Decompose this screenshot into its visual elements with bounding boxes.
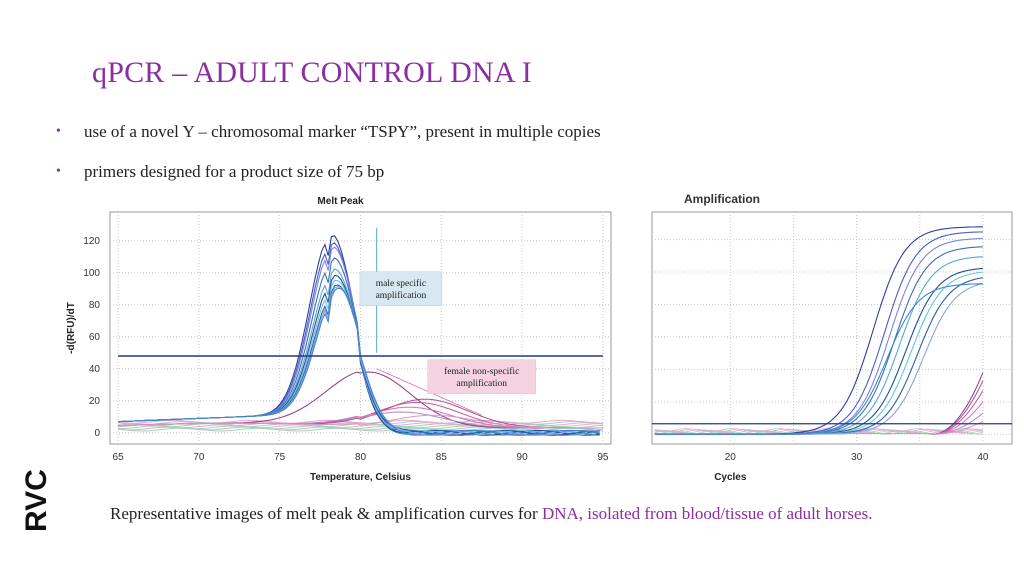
x-axis-label: Cycles xyxy=(714,472,747,483)
x-tick-label: 65 xyxy=(113,452,125,463)
bullet-dot-icon: • xyxy=(56,164,61,179)
x-tick-label: 30 xyxy=(851,452,863,463)
annotation-box xyxy=(359,271,443,307)
plot-area xyxy=(109,211,612,445)
caption-highlight: DNA, isolated from blood/tissue of adult… xyxy=(541,504,873,523)
baseline-trace xyxy=(118,424,603,429)
logo-text: RVC xyxy=(20,469,53,532)
bullet-list: • use of a novel Y – chromosomal marker “… xyxy=(56,118,601,198)
y-tick-label: 20 xyxy=(89,396,101,407)
annotation-box xyxy=(427,359,536,395)
male-melt-curve xyxy=(118,287,600,436)
melt-peak-chart: Melt Peak 65 70 75 80 85 90 95 0 20 40 60 80 100 120 Te… xyxy=(66,196,612,483)
bullet-item: • primers designed for a product size of … xyxy=(56,158,601,198)
annotation-text: male specific xyxy=(376,278,426,289)
y-tick-label: 40 xyxy=(89,364,101,375)
female-melt-curve xyxy=(118,414,603,429)
annotation-text: amplification xyxy=(456,378,507,389)
bullet-dot-icon: • xyxy=(56,124,61,139)
x-tick-label: 95 xyxy=(597,452,609,463)
y-tick-label: 120 xyxy=(83,236,100,247)
caption-text: Representative images of melt peak & amp… xyxy=(110,504,542,523)
annotation-text: female non-specific xyxy=(444,366,519,377)
baseline-trace xyxy=(118,419,603,424)
bullet-text: use of a novel Y – chromosomal marker “T… xyxy=(84,122,601,141)
annotation-text: amplification xyxy=(376,290,427,301)
baseline-trace xyxy=(654,428,983,433)
bullet-text: primers designed for a product size of 7… xyxy=(84,162,385,181)
chart-title: Melt Peak xyxy=(317,196,364,207)
amplification-chart: Amplification 20 30 40 Cycles xyxy=(651,192,1013,483)
x-axis-label: Temperature, Celsius xyxy=(310,472,411,483)
y-tick-label: 80 xyxy=(89,300,101,311)
y-tick-label: 100 xyxy=(83,268,100,279)
x-tick-label: 90 xyxy=(517,452,529,463)
chart-title: Amplification xyxy=(684,192,760,206)
x-tick-label: 40 xyxy=(977,452,989,463)
x-tick-label: 75 xyxy=(274,452,286,463)
x-tick-label: 80 xyxy=(355,452,367,463)
x-tick-label: 70 xyxy=(193,452,205,463)
y-tick-label: 0 xyxy=(94,428,100,439)
x-tick-label: 20 xyxy=(725,452,737,463)
slide-title: qPCR – ADULT CONTROL DNA I xyxy=(92,56,532,89)
male-amplification-curve xyxy=(654,283,983,435)
x-tick-label: 85 xyxy=(436,452,448,463)
y-tick-label: 60 xyxy=(89,332,101,343)
bullet-item: • use of a novel Y – chromosomal marker “… xyxy=(56,118,601,158)
plot-area xyxy=(651,211,1013,445)
rvc-logo: RVC xyxy=(20,469,53,532)
figure-caption: Representative images of melt peak & amp… xyxy=(110,502,970,525)
y-axis-label: -d(RFU)/dT xyxy=(66,302,77,354)
